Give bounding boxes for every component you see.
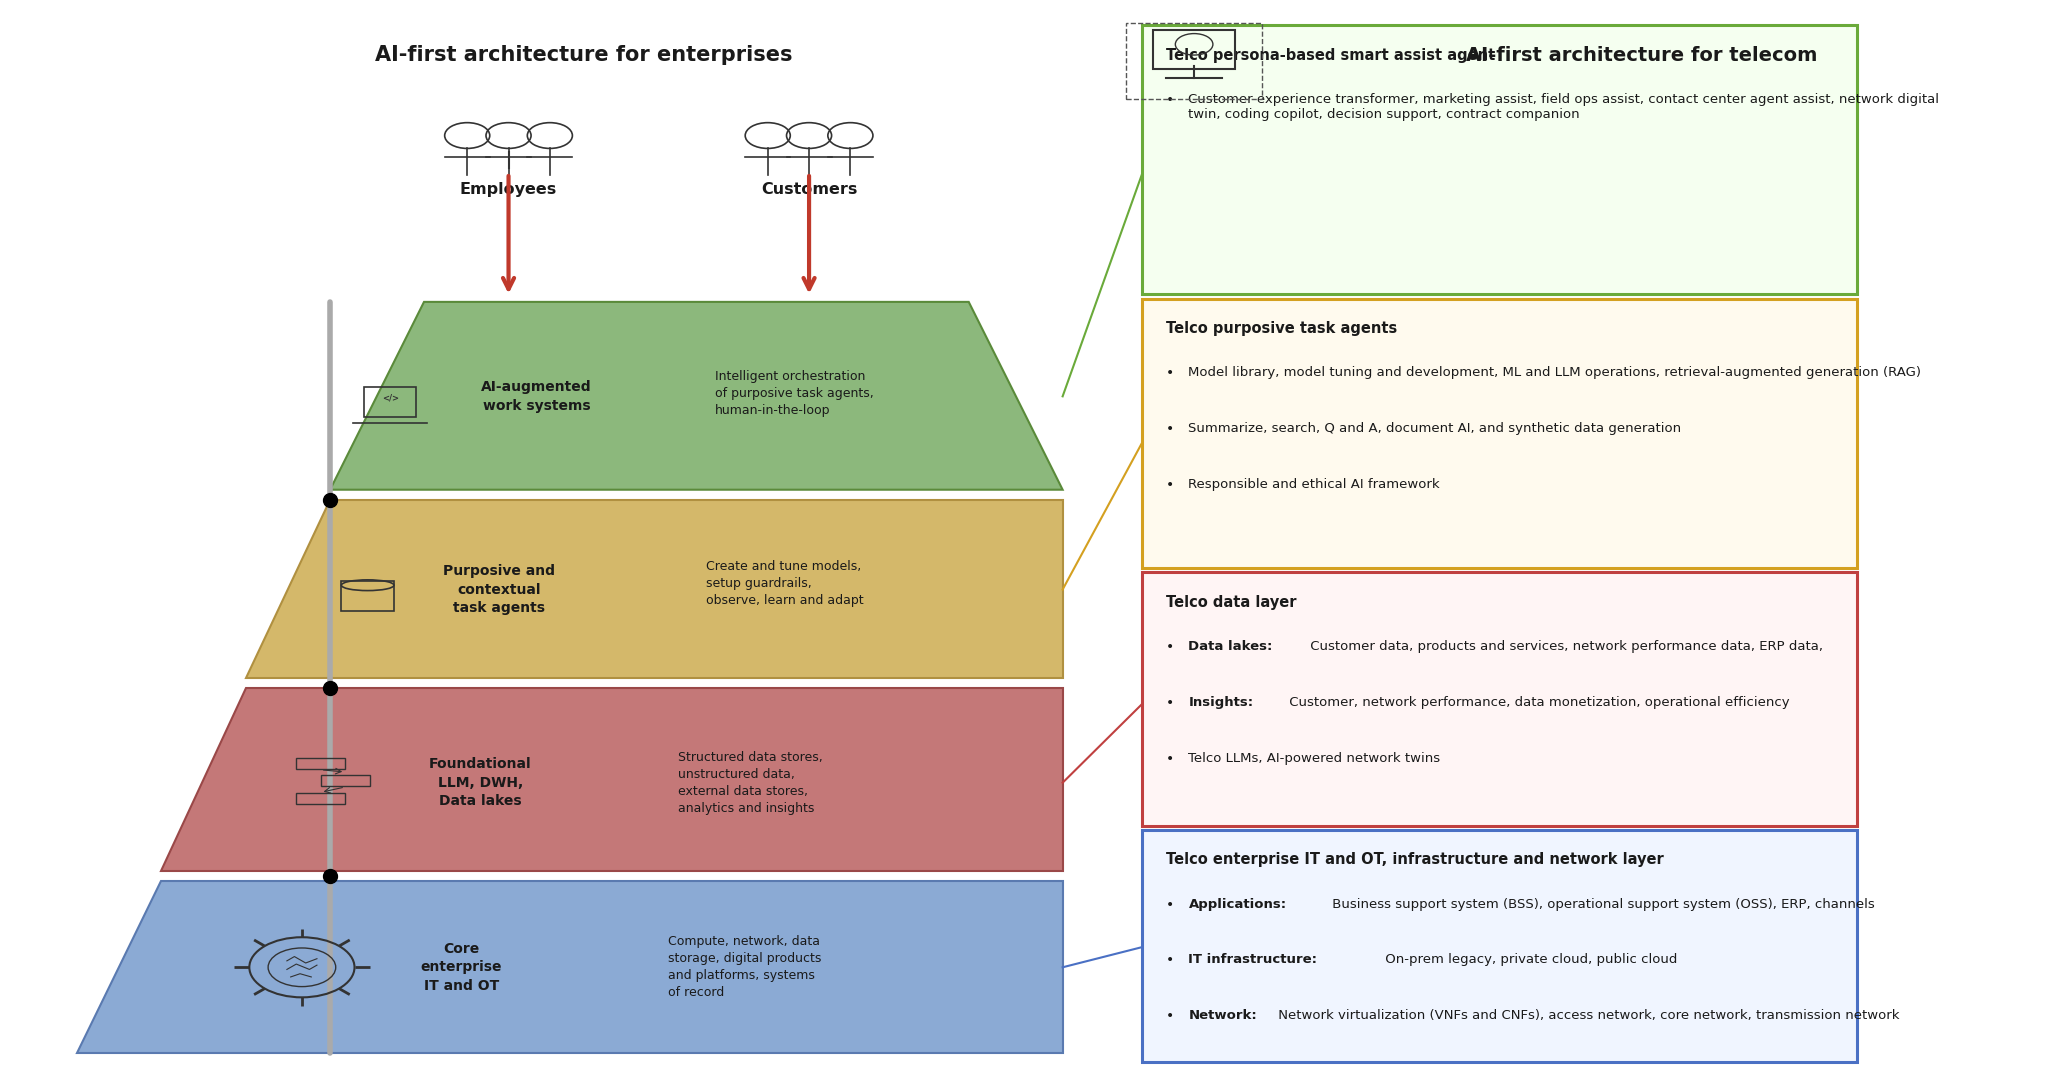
Text: Telco enterprise IT and OT, infrastructure and network layer: Telco enterprise IT and OT, infrastructu… (1165, 852, 1663, 867)
Bar (297, 793, 346, 804)
Text: Telco purposive task agents: Telco purposive task agents (1165, 322, 1397, 336)
Polygon shape (162, 689, 1063, 870)
Text: Core
enterprise
IT and OT: Core enterprise IT and OT (420, 942, 502, 993)
Text: Insights:: Insights: (1188, 696, 1253, 709)
Text: •: • (1165, 696, 1174, 710)
Text: Applications:: Applications: (1188, 897, 1286, 910)
Text: Create and tune models,
setup guardrails,
observe, learn and adapt: Create and tune models, setup guardrails… (707, 560, 864, 607)
Text: Foundational
LLM, DWH,
Data lakes: Foundational LLM, DWH, Data lakes (428, 758, 532, 808)
Text: Responsible and ethical AI framework: Responsible and ethical AI framework (1188, 478, 1440, 491)
Text: AI-first architecture for telecom: AI-first architecture for telecom (1466, 45, 1819, 65)
Text: Customer data, products and services, network performance data, ERP data,: Customer data, products and services, ne… (1307, 640, 1823, 653)
Text: Employees: Employees (461, 182, 557, 197)
FancyBboxPatch shape (1141, 830, 1858, 1062)
Text: Model library, model tuning and development, ML and LLM operations, retrieval-au: Model library, model tuning and developm… (1188, 366, 1921, 379)
Text: AI-first architecture for enterprises: AI-first architecture for enterprises (375, 45, 793, 65)
Bar (297, 758, 346, 768)
Text: •: • (1165, 366, 1174, 380)
FancyBboxPatch shape (1141, 572, 1858, 825)
Bar (342, 581, 393, 611)
Text: •: • (1165, 751, 1174, 765)
Text: Purposive and
contextual
task agents: Purposive and contextual task agents (442, 564, 555, 614)
Polygon shape (76, 881, 1063, 1053)
Text: Structured data stores,
unstructured data,
external data stores,
analytics and i: Structured data stores, unstructured dat… (678, 751, 823, 815)
Text: Summarize, search, Q and A, document AI, and synthetic data generation: Summarize, search, Q and A, document AI,… (1188, 422, 1681, 435)
Text: •: • (1165, 422, 1174, 436)
Text: •: • (1165, 897, 1174, 911)
FancyBboxPatch shape (1141, 299, 1858, 568)
Text: AI-augmented
work systems: AI-augmented work systems (481, 380, 592, 412)
Text: IT infrastructure:: IT infrastructure: (1188, 953, 1317, 966)
Text: Telco persona-based smart assist agent: Telco persona-based smart assist agent (1165, 47, 1495, 62)
Text: Telco LLMs, AI-powered network twins: Telco LLMs, AI-powered network twins (1188, 751, 1440, 765)
Text: Compute, network, data
storage, digital products
and platforms, systems
of recor: Compute, network, data storage, digital … (668, 935, 821, 1000)
Polygon shape (330, 302, 1063, 490)
Text: •: • (1165, 1009, 1174, 1023)
Text: Customers: Customers (762, 182, 858, 197)
Polygon shape (246, 500, 1063, 678)
Text: Telco data layer: Telco data layer (1165, 595, 1296, 610)
Text: </>: </> (381, 394, 399, 402)
Bar (322, 775, 369, 785)
Text: •: • (1165, 478, 1174, 492)
Text: Network virtualization (VNFs and CNFs), access network, core network, transmissi: Network virtualization (VNFs and CNFs), … (1274, 1009, 1901, 1022)
Text: On-prem legacy, private cloud, public cloud: On-prem legacy, private cloud, public cl… (1380, 953, 1677, 966)
Text: Network:: Network: (1188, 1009, 1257, 1022)
Text: Customer, network performance, data monetization, operational efficiency: Customer, network performance, data mone… (1284, 696, 1790, 709)
Text: Business support system (BSS), operational support system (OSS), ERP, channels: Business support system (BSS), operation… (1327, 897, 1874, 910)
Bar (365, 387, 416, 416)
Text: Intelligent orchestration
of purposive task agents,
human-in-the-loop: Intelligent orchestration of purposive t… (715, 370, 874, 416)
Text: Data lakes:: Data lakes: (1188, 640, 1274, 653)
Text: •: • (1165, 640, 1174, 654)
FancyBboxPatch shape (1141, 25, 1858, 295)
Text: •: • (1165, 93, 1174, 107)
Text: •: • (1165, 953, 1174, 967)
Text: Customer experience transformer, marketing assist, field ops assist, contact cen: Customer experience transformer, marketi… (1188, 93, 1939, 121)
